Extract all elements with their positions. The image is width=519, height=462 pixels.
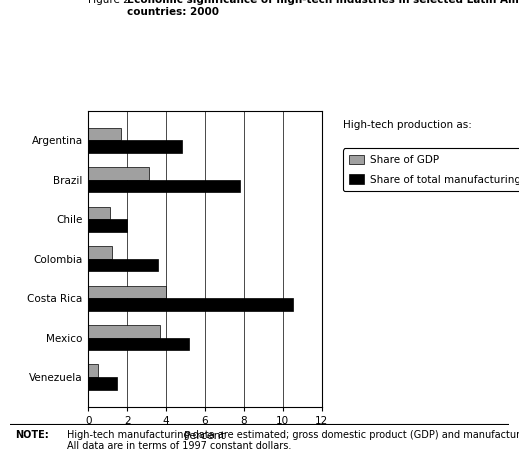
X-axis label: Percent: Percent <box>184 431 226 441</box>
Bar <box>88 219 127 232</box>
Bar <box>88 167 148 180</box>
Text: Economic significance of high-tech industries in selected Latin American
countri: Economic significance of high-tech indus… <box>127 0 519 17</box>
Bar <box>88 377 117 389</box>
Bar <box>88 325 160 338</box>
Bar <box>88 365 98 377</box>
Text: High-tech production as:: High-tech production as: <box>343 120 471 130</box>
Bar <box>88 207 110 219</box>
Bar <box>88 259 158 271</box>
Bar <box>88 286 166 298</box>
Bar <box>88 180 240 193</box>
Bar <box>88 338 189 350</box>
Text: High-tech manufacturing data are estimated; gross domestic product (GDP) and man: High-tech manufacturing data are estimat… <box>67 430 519 451</box>
Bar <box>88 298 293 311</box>
Bar <box>88 140 182 153</box>
Bar <box>88 128 121 140</box>
Text: NOTE:: NOTE: <box>16 430 49 440</box>
Legend: Share of GDP, Share of total manufacturing: Share of GDP, Share of total manufacturi… <box>343 148 519 191</box>
Bar <box>88 246 112 259</box>
Text: Figure 2.: Figure 2. <box>88 0 140 6</box>
